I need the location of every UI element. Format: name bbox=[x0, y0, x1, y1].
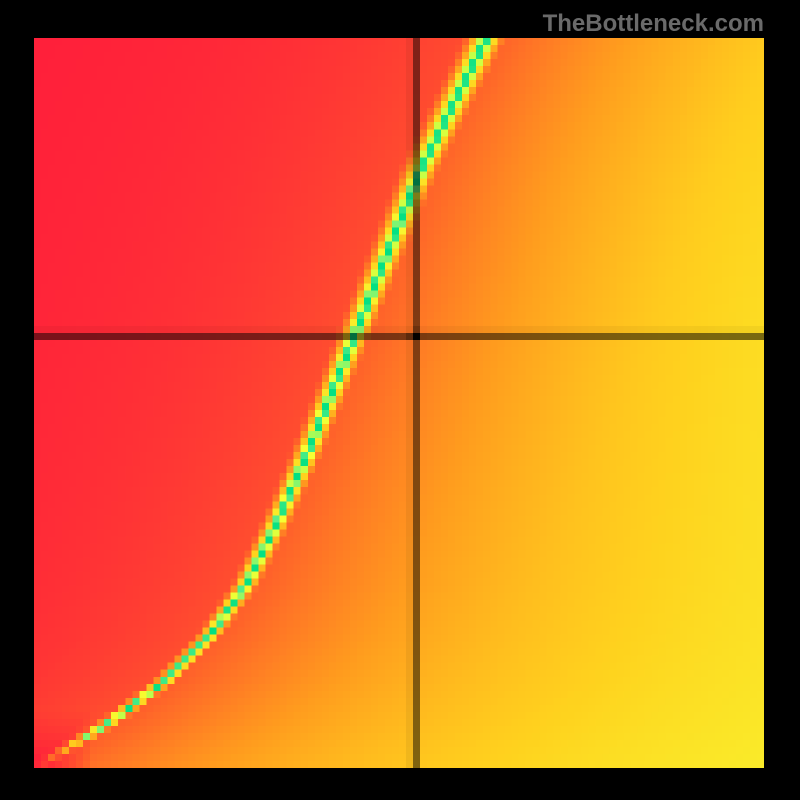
chart-container: TheBottleneck.com bbox=[0, 0, 800, 800]
bottleneck-heatmap bbox=[34, 38, 764, 768]
watermark-text: TheBottleneck.com bbox=[543, 10, 764, 38]
